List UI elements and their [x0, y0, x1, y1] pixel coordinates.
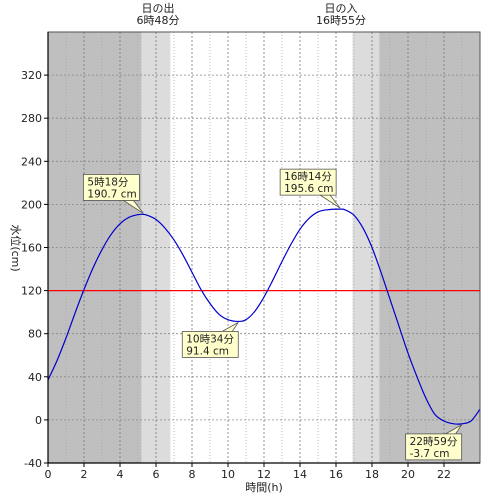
annotation-value: 195.6 cm [284, 183, 333, 195]
annotation-time: 5時18分 [87, 176, 129, 188]
x-tick-label: 10 [221, 468, 235, 481]
axes: 0 2 4 6 8 10 12 14 16 18 20 22-40040801201602002402… [21, 31, 481, 481]
night-band-morning [48, 32, 142, 463]
y-tick-label: 280 [21, 112, 42, 125]
annotation-value: -3.7 cm [410, 448, 450, 460]
y-tick-label: 0 [35, 414, 42, 427]
annotation-callout: 22時59分-3.7 cm [405, 424, 463, 461]
y-tick-label: 120 [21, 285, 42, 298]
series-layer [47, 208, 481, 425]
x-tick-label: 6 [153, 468, 160, 481]
x-tick-label: 22 [437, 468, 451, 481]
y-tick-label: 200 [21, 198, 42, 211]
y-tick-label: 240 [21, 155, 42, 168]
annotation-time: 10時34分 [186, 333, 234, 345]
y-tick-label: 160 [21, 242, 42, 255]
annotation-box [279, 168, 337, 196]
x-tick-label: 8 [189, 468, 196, 481]
annotation-value: 190.7 cm [87, 188, 136, 200]
sunset-title: 日の入 [325, 2, 358, 15]
x-tick-label: 12 [257, 468, 271, 481]
x-axis-label: 時間(h) [245, 481, 283, 494]
x-tick-label: 16 [329, 468, 343, 481]
sunrise-title: 日の出 [142, 1, 175, 15]
x-tick-label: 4 [117, 468, 124, 481]
annotation-time: 16時14分 [284, 171, 332, 183]
tide-level-series-line [47, 208, 481, 425]
annotation-box [83, 174, 140, 201]
sunset-time: 16時55分 [316, 14, 366, 27]
annotation-box [181, 331, 239, 358]
x-tick-label: 2 [81, 468, 88, 481]
x-tick-label: 14 [293, 468, 307, 481]
y-tick-label: -40 [24, 457, 42, 470]
x-tick-label: 18 [365, 468, 379, 481]
annotation-box [405, 433, 463, 461]
y-axis-label: 水位(cm) [9, 224, 23, 271]
y-tick-label: 320 [21, 69, 42, 82]
y-tick-label: 80 [28, 328, 42, 341]
y-tick-label: 40 [28, 371, 42, 384]
x-tick-label: 20 [401, 468, 415, 481]
sunrise-time: 6時48分 [137, 14, 180, 27]
x-tick-label: 0 [45, 468, 52, 481]
annotation-time: 22時59分 [410, 436, 458, 448]
annotation-value: 91.4 cm [186, 345, 229, 357]
